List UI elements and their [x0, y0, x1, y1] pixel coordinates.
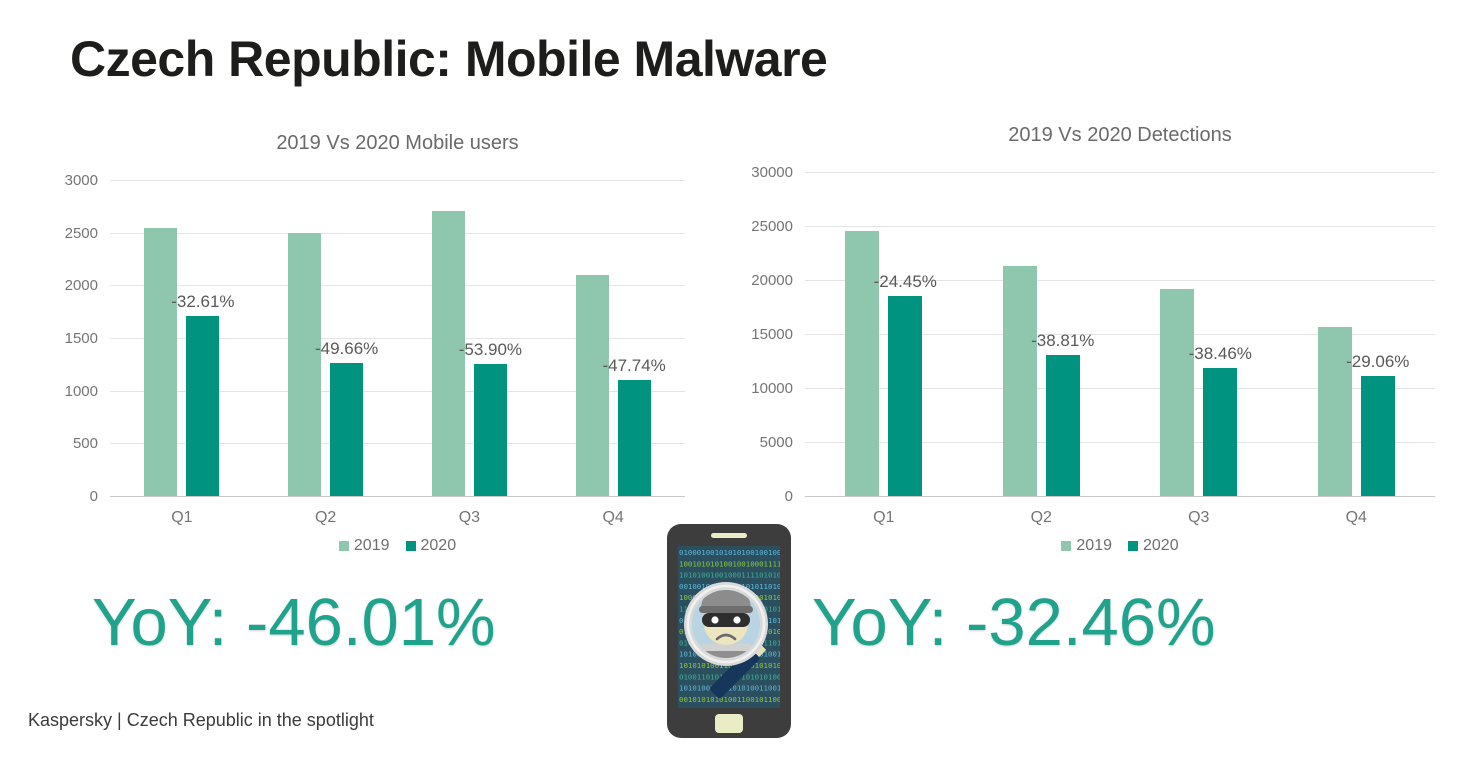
y-tick-label: 30000	[751, 164, 793, 181]
bar-2019	[1317, 326, 1352, 496]
y-tick-label: 20000	[751, 272, 793, 289]
y-tick-label: 2000	[64, 277, 98, 295]
y-tick-label: 25000	[751, 218, 793, 235]
binary-row-text: 101010010010001111010101	[679, 571, 786, 580]
yoy-mobile-users-text: YoY: -46.01%	[92, 585, 496, 660]
grid-line	[110, 496, 685, 497]
legend-item-2019: 2019	[338, 537, 390, 554]
phone-home-button	[715, 714, 743, 733]
x-tick-label: Q4	[602, 509, 624, 526]
bar-change-label: -53.90%	[458, 340, 523, 360]
magnifier-lens-ring	[686, 584, 766, 664]
grid-line	[805, 496, 1435, 497]
x-tick-label: Q3	[1188, 509, 1210, 526]
grid-line	[110, 232, 685, 234]
x-tick-label: Q1	[873, 509, 895, 526]
chart-mobile-users: 2019 Vs 2020 Mobile users 0 500 1000 1500 200…	[35, 128, 700, 568]
x-tick-label: Q4	[1345, 509, 1367, 526]
binary-row-text: 001010101010011001011001	[679, 695, 786, 704]
phone-speaker	[711, 533, 747, 538]
binary-row-text: 100101010100100100011110	[679, 559, 786, 568]
legend-label: 2019	[1076, 537, 1112, 554]
bar-2019	[288, 232, 322, 496]
grid-line	[110, 285, 685, 287]
y-tick-label: 0	[784, 488, 793, 505]
bar-2019	[1002, 265, 1037, 496]
y-tick-label: 10000	[751, 380, 793, 397]
bar-2020	[1203, 368, 1238, 496]
bar-2019	[431, 210, 465, 496]
page-title: Czech Republic: Mobile Malware	[70, 31, 828, 87]
y-tick-label: 500	[72, 435, 98, 453]
grid-line	[110, 338, 685, 339]
bar-2020	[473, 364, 507, 496]
y-tick-label: 1000	[64, 382, 98, 400]
grid-line	[805, 280, 1435, 281]
y-tick-label: 5000	[759, 434, 793, 451]
chart-legend: 2019 2020	[110, 538, 685, 554]
legend-swatch	[338, 541, 349, 551]
legend-item-2019: 2019	[1061, 538, 1112, 554]
chart-title: 2019 Vs 2020 Detections	[1008, 124, 1232, 146]
legend-label: 2020	[420, 537, 457, 554]
y-tick-label: 1500	[64, 330, 98, 347]
bar-change-label: -47.74%	[602, 356, 666, 376]
x-tick-label: Q3	[458, 509, 481, 526]
bar-2020	[617, 380, 651, 496]
legend-label: 2019	[353, 537, 390, 554]
y-tick-label: 2500	[64, 224, 98, 242]
y-tick-label: 3000	[64, 172, 98, 189]
grid-line	[110, 443, 685, 445]
phone-illustration-svg: 010001001010101001001000 1001010101001001…	[667, 524, 791, 738]
bar-2019	[144, 228, 178, 496]
chart-legend: 2019 2020	[805, 538, 1435, 554]
bar-2020	[1045, 355, 1080, 496]
binary-row-text: 010001001010101001001000	[679, 548, 786, 557]
bar-change-label: -24.45%	[873, 272, 937, 292]
legend-label: 2020	[1143, 537, 1179, 554]
bar-change-label: -29.06%	[1346, 352, 1410, 372]
chart-title: 2019 Vs 2020 Mobile users	[276, 132, 519, 154]
bar-change-label: -38.46%	[1188, 344, 1252, 364]
grid-line	[110, 180, 685, 181]
x-tick-label: Q1	[171, 509, 193, 526]
mobile-malware-magnifier-illustration: 010001001010101001001000 1001010101001001…	[654, 522, 804, 742]
footer-text: Kaspersky | Czech Republic in the spotli…	[28, 710, 374, 730]
legend-item-2020: 2020	[1128, 538, 1179, 554]
y-tick-label: 15000	[751, 326, 793, 343]
bar-2020	[186, 315, 220, 496]
bar-2019	[575, 274, 609, 496]
legend-swatch	[1061, 541, 1072, 551]
grid-line	[110, 390, 685, 392]
bar-2019	[1160, 288, 1195, 496]
y-tick-label: 0	[89, 488, 98, 505]
grid-line	[805, 226, 1435, 227]
bar-change-label: -32.61%	[171, 291, 235, 311]
bar-2020	[888, 296, 923, 496]
grid-line	[805, 172, 1435, 173]
bar-2019	[845, 231, 880, 496]
burglar-icon	[698, 590, 754, 658]
legend-swatch	[405, 541, 416, 551]
bar-change-label: -38.81%	[1031, 331, 1095, 351]
chart-detections: 2019 Vs 2020 Detections 0 5000 10000 15000 20…	[740, 120, 1460, 568]
yoy-detections-text: YoY: -32.46%	[812, 585, 1216, 660]
grid-line	[805, 334, 1435, 335]
legend-item-2020: 2020	[405, 537, 457, 554]
bar-change-label: -49.66%	[314, 339, 379, 359]
grid-line	[805, 388, 1435, 389]
bar-2020	[330, 363, 364, 496]
legend-swatch	[1128, 541, 1138, 551]
bar-2020	[1360, 376, 1395, 496]
grid-line	[805, 442, 1435, 443]
x-tick-label: Q2	[314, 509, 337, 526]
x-tick-label: Q2	[1030, 509, 1052, 526]
